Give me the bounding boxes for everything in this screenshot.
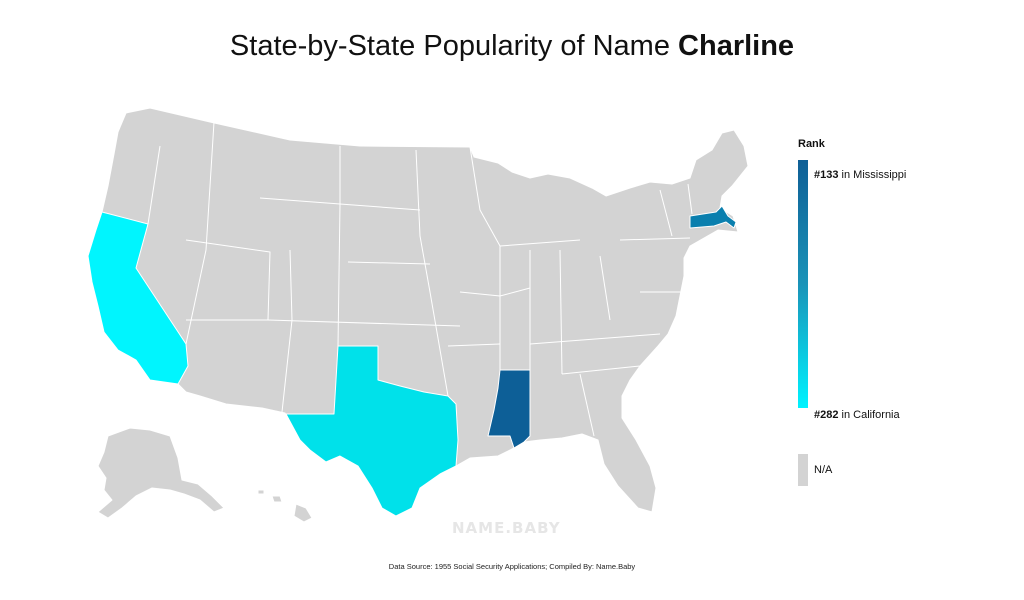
legend-color-scale [798,160,808,408]
legend-bottom-label: #282 in California [814,409,900,421]
state-texas [285,345,459,517]
watermark-logo: NAME.BABY [452,519,561,537]
title-prefix: State-by-State Popularity of Name [229,30,679,62]
legend-bottom-text: in California [838,409,900,421]
chart-title: State-by-State Popularity of Name Charli… [0,30,1024,63]
legend-na-swatch [798,454,808,486]
state-massachusetts [689,205,737,229]
legend-bottom-rank: #282 [814,409,839,421]
alaska [97,427,225,519]
legend-title: Rank [798,138,825,150]
hawaii-island-2 [271,495,283,503]
legend-top-text: in Mississippi [838,169,907,181]
title-name: Charline [678,30,795,62]
hawaii [293,503,313,523]
state-borders [147,121,693,437]
legend-top-label: #133 in Mississippi [814,169,906,181]
legend-na-label: N/A [814,464,833,476]
hawaii-island-3 [257,489,265,495]
state-california [87,211,189,385]
state-mississippi [487,369,531,449]
data-source: Data Source: 1955 Social Security Applic… [388,562,636,571]
legend-top-rank: #133 [814,169,839,181]
us-mainland [87,107,749,517]
